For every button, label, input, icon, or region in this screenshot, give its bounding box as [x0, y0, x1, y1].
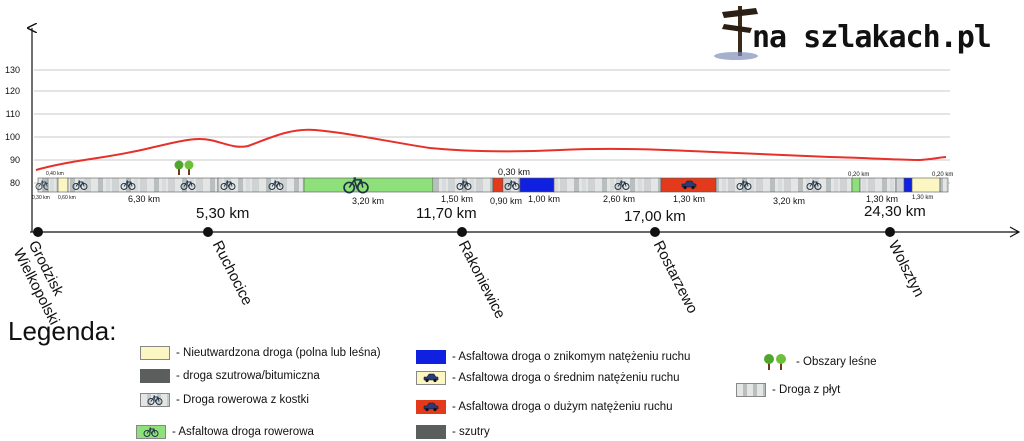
seg-label-s3: 1,50 km [441, 194, 473, 204]
legend-label: - Droga rowerowa z kostki [176, 394, 309, 406]
seg-label-s9: 1,30 km [866, 194, 898, 204]
heavy-traffic-swatch [416, 400, 446, 414]
segment-low-traffic-short [903, 177, 913, 193]
legend-item-cobble-bike: - Droga rowerowa z kostki [140, 391, 309, 409]
unpaved-swatch [140, 346, 170, 360]
seg-label-s6: 2,60 km [603, 194, 635, 204]
seg-label-s8: 3,20 km [773, 196, 805, 206]
legend-label: - Asfaltowa droga rowerowa [172, 426, 314, 438]
seg-label-s9-top: 0,20 km [848, 172, 869, 178]
segment-slab-3 [553, 177, 662, 193]
distance-label-3: 17,00 km [624, 208, 686, 225]
legend-item-medium-traffic: - Asfaltowa droga o średnim natężeniu ru… [416, 369, 680, 387]
logo-text: na szlakach.pl [752, 20, 992, 55]
legend-item-unpaved: - Nieutwardzona droga (polna lub leśna) [140, 344, 381, 362]
legend-label: - Obszary leśne [796, 356, 877, 368]
legend-title: Legenda: [8, 316, 117, 346]
legend-item-gravel-bitumen: - droga szutrowa/bitumiczna [140, 367, 320, 385]
segment-asphalt-bike [303, 177, 434, 193]
legend-item-forest: - Obszary leśne [760, 353, 877, 371]
distance-label-2: 11,70 km [416, 205, 477, 222]
legend-label: - droga szutrowa/bitumiczna [176, 370, 320, 382]
seg-label-s4: 0,90 km [490, 196, 522, 206]
seg-label-s10-top: 0,20 km [932, 172, 953, 178]
segment-unpaved-start [57, 177, 69, 193]
x-axis-arrow [1009, 226, 1021, 238]
legend-item-slab-road: - Droga z płyt [736, 381, 840, 399]
legend-item-low-traffic: - Asfaltowa droga o znikomym natężeniu r… [416, 348, 690, 366]
segment-low-traffic [519, 177, 555, 193]
segment-unpaved-end [911, 177, 941, 193]
seg-label-tiny-left-2: 0,60 km [58, 195, 76, 201]
legend-label: - Asfaltowa droga o średnim natężeniu ru… [452, 372, 680, 384]
forest-trees-icon [174, 160, 194, 175]
segment-cobble-short-2 [895, 177, 905, 193]
legend-label: - szutry [452, 426, 490, 438]
segment-cobble-end [939, 177, 949, 193]
distance-label-4: 24,30 km [864, 203, 926, 220]
y-tick-130: 130 [5, 65, 20, 75]
low-traffic-swatch [416, 350, 446, 364]
seg-label-s7: 1,30 km [673, 194, 705, 204]
distance-label-1: 5,30 km [196, 205, 250, 222]
seg-label-tiny-left-1: 0,30 km [32, 195, 50, 201]
car-icon [423, 402, 439, 412]
y-tick-labels: 80 90 100 110 120 130 [5, 65, 20, 188]
route-bar [35, 177, 949, 194]
cobble-bike-swatch [140, 393, 170, 407]
town-markers [33, 227, 895, 237]
seg-label-s4-top: 0,30 km [498, 167, 530, 177]
signpost-icon [714, 6, 758, 60]
legend-item-asphalt-bike: - Asfaltowa droga rowerowa [136, 423, 314, 441]
segment-slab-4 [859, 177, 897, 193]
y-tick-90: 90 [10, 155, 20, 165]
segment-cobble-bike-long [67, 177, 219, 193]
segment-heavy-traffic-short [492, 177, 504, 193]
bicycle-icon [147, 395, 163, 405]
medium-traffic-swatch [416, 371, 446, 385]
legend-item-heavy-traffic: - Asfaltowa droga o dużym natężeniu ruch… [416, 398, 673, 416]
y-tick-80: 80 [10, 178, 20, 188]
segment-cobble-bike-2 [47, 177, 59, 193]
bicycle-icon [143, 427, 159, 437]
legend-label: - Nieutwardzona droga (polna lub leśna) [176, 347, 381, 359]
seg-label-tiny-top: 0,40 km [46, 171, 64, 177]
legend-item-gravel: - szutry [416, 423, 490, 441]
seg-label-s2: 3,20 km [352, 196, 384, 206]
y-tick-120: 120 [5, 86, 20, 96]
y-gridlines [34, 69, 950, 184]
asphalt-bike-swatch [136, 425, 166, 439]
concrete-slab-icon [736, 383, 766, 397]
gravel-swatch-2 [416, 425, 446, 439]
car-icon [423, 373, 439, 383]
y-tick-110: 110 [6, 109, 20, 119]
legend-label: - Asfaltowa droga o dużym natężeniu ruch… [452, 401, 673, 413]
segment-cobble-bike-3 [715, 177, 853, 193]
elevation-profile-line [35, 128, 947, 171]
gravel-swatch [140, 369, 170, 383]
y-tick-100: 100 [5, 132, 20, 142]
site-logo: na szlakach.pl [712, 2, 1012, 62]
segment-asphalt-bike-short [851, 177, 861, 193]
seg-label-s10: 1,30 km [912, 195, 933, 201]
seg-label-s5: 1,00 km [528, 194, 560, 204]
legend-label: - Droga z płyt [772, 384, 841, 396]
segment-slab-road [217, 177, 305, 193]
legend-label: - Asfaltowa droga o znikomym natężeniu r… [452, 351, 691, 363]
seg-label-s1: 6,30 km [128, 194, 160, 204]
trees-icon [764, 354, 786, 370]
